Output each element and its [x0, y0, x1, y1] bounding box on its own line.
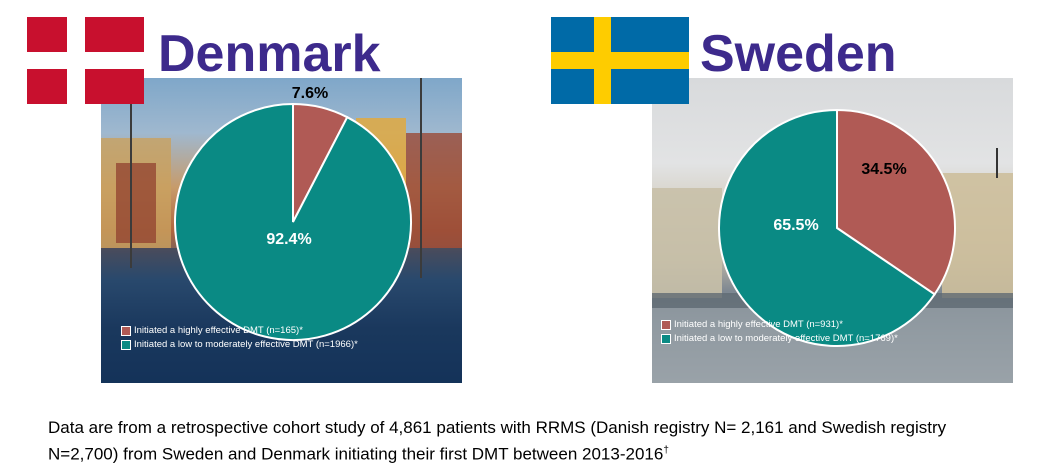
- flag-cross-horizontal: [551, 52, 689, 69]
- sweden-pie-slice-highly-effective: [836, 108, 956, 296]
- sweden-flag: [551, 17, 689, 104]
- legend-label: Initiated a highly effective DMT (n=165)…: [134, 325, 303, 336]
- legend-item: Initiated a highly effective DMT (n=165)…: [121, 324, 358, 338]
- sweden-legend: Initiated a highly effective DMT (n=931)…: [661, 318, 898, 346]
- legend-item: Initiated a low to moderately effective …: [121, 338, 358, 352]
- denmark-data-label: 7.6%: [292, 85, 328, 102]
- denmark-pie-slice-moderately-effective: [174, 102, 412, 341]
- denmark-title: Denmark: [158, 25, 381, 83]
- legend-swatch-moderately-effective: [121, 340, 131, 350]
- legend-swatch-highly-effective: [121, 326, 131, 336]
- footnote: Data are from a retrospective cohort stu…: [48, 416, 1008, 466]
- legend-label: Initiated a low to moderately effective …: [674, 333, 898, 344]
- sweden-title: Sweden: [700, 25, 897, 83]
- sweden-pie-slice-moderately-effective: [718, 108, 936, 347]
- legend-swatch-highly-effective: [661, 320, 671, 330]
- sweden-data-label: 65.5%: [773, 217, 818, 234]
- legend-item: Initiated a highly effective DMT (n=931)…: [661, 318, 898, 332]
- legend-swatch-moderately-effective: [661, 334, 671, 344]
- denmark-data-label: 92.4%: [266, 231, 311, 248]
- legend-label: Initiated a highly effective DMT (n=931)…: [674, 319, 843, 330]
- sweden-data-label: 34.5%: [861, 161, 906, 178]
- legend-item: Initiated a low to moderately effective …: [661, 332, 898, 346]
- denmark-legend: Initiated a highly effective DMT (n=165)…: [121, 324, 358, 352]
- legend-label: Initiated a low to moderately effective …: [134, 339, 358, 350]
- denmark-flag: [27, 17, 144, 104]
- footnote-text: Data are from a retrospective cohort stu…: [48, 418, 947, 464]
- footnote-marker: †: [663, 445, 669, 456]
- flag-cross-horizontal: [27, 52, 144, 69]
